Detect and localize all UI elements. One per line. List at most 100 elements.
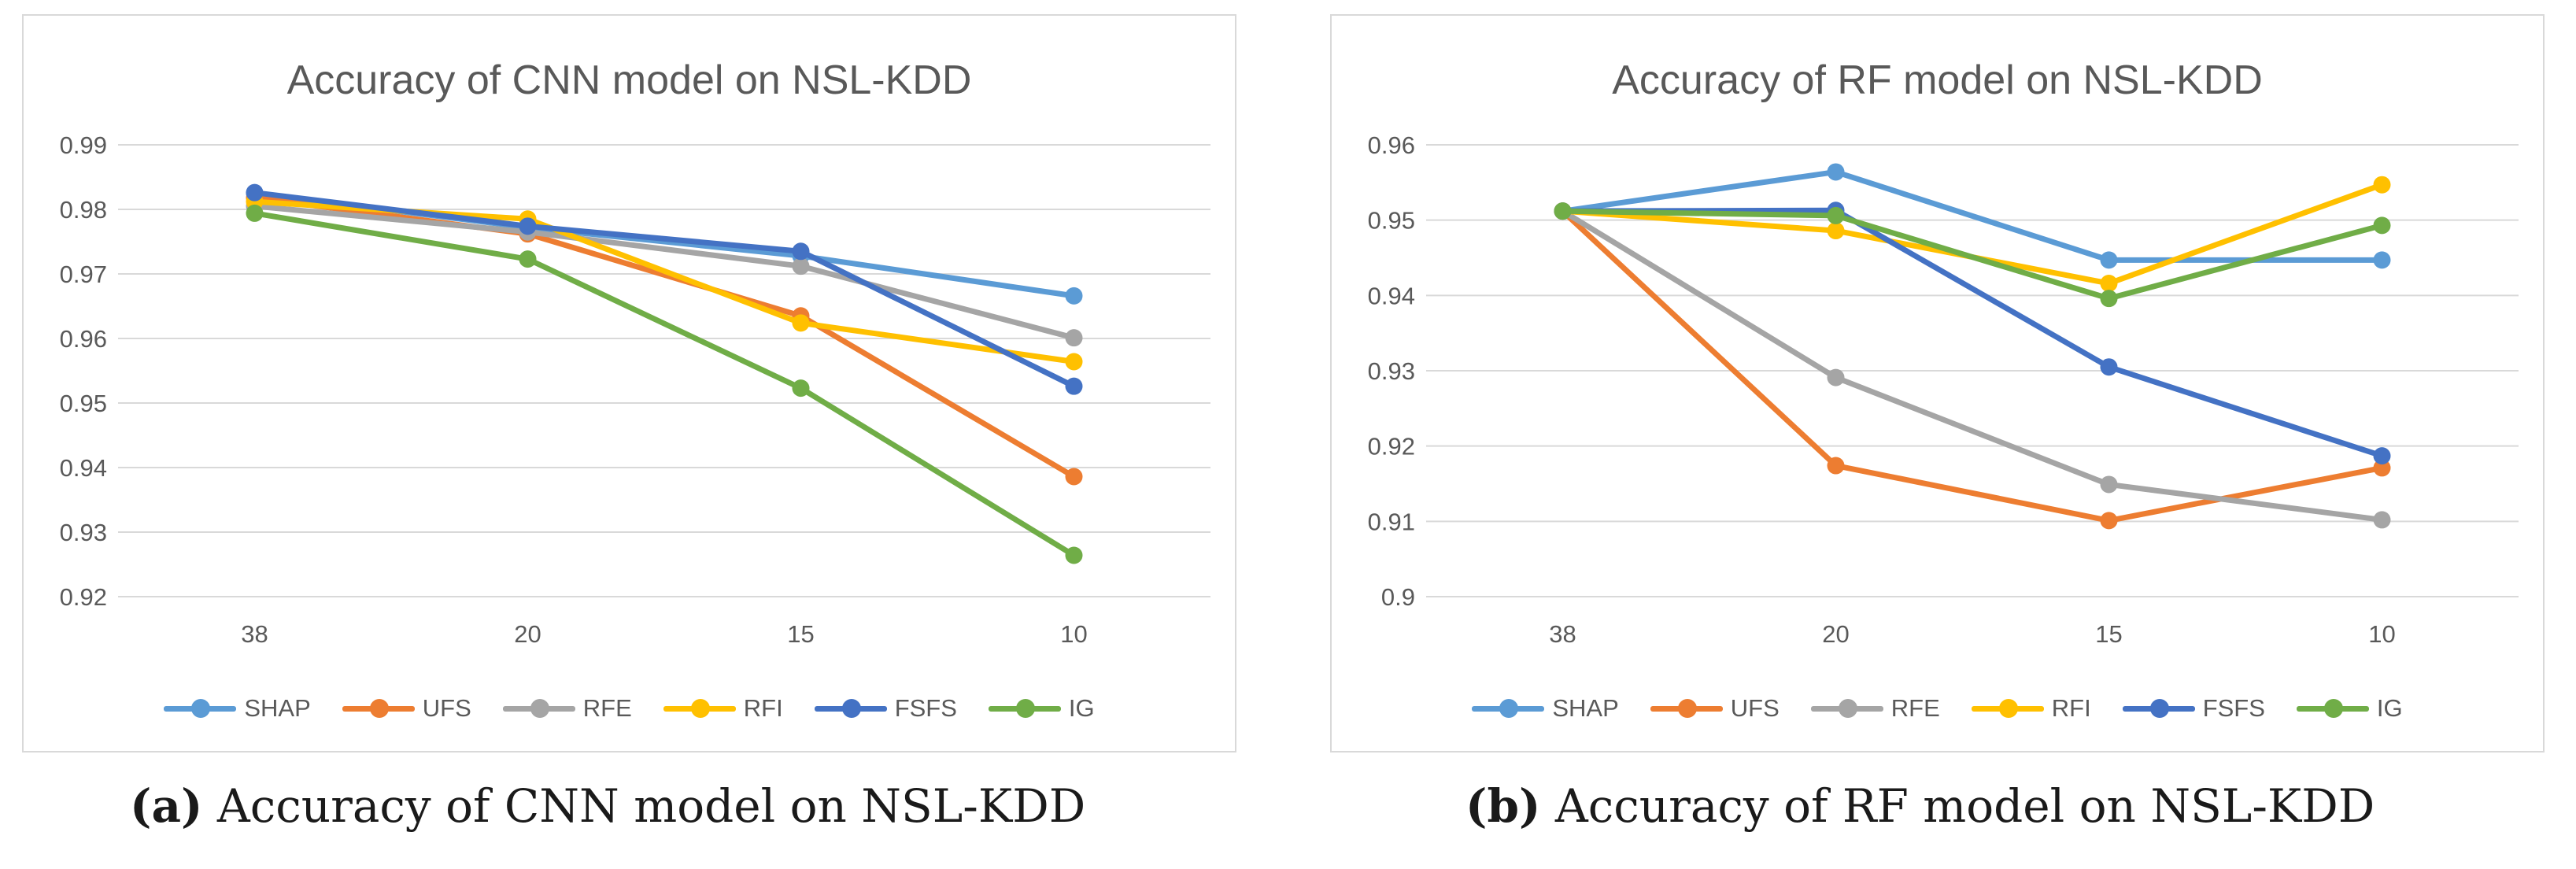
- legend-swatch: [1472, 699, 1545, 718]
- chart-legend: SHAP UFS RFE RFI FSFS IG: [24, 694, 1235, 723]
- legend-item-ufs: UFS: [342, 694, 471, 723]
- data-point-ig: [1827, 206, 1845, 224]
- series-line-ig: [252, 210, 1077, 559]
- legend-swatch: [342, 699, 415, 718]
- x-tick-label: 10: [2368, 620, 2395, 648]
- x-tick-label: 38: [1549, 620, 1576, 648]
- series-line-shap: [1560, 168, 2385, 263]
- legend-label: SHAP: [1552, 694, 1619, 722]
- legend-label: RFI: [2051, 694, 2091, 722]
- legend-label: FSFS: [2202, 694, 2265, 722]
- y-tick-label: 0.92: [60, 583, 107, 611]
- legend-item-fsfs: FSFS: [2122, 694, 2265, 723]
- data-point-shap: [2100, 251, 2118, 269]
- legend-label: UFS: [1730, 694, 1780, 722]
- data-point-shap: [1065, 287, 1083, 305]
- legend-swatch: [164, 699, 237, 718]
- data-point-rfi: [2100, 275, 2118, 293]
- legend-label: RFE: [1890, 694, 1940, 722]
- data-point-ig: [792, 379, 810, 398]
- legend-item-ig: IG: [988, 694, 1095, 723]
- x-tick-label: 15: [2095, 620, 2122, 648]
- chart-panel-cnn: Accuracy of CNN model on NSL-KDD 0.92 0.9…: [22, 14, 1236, 753]
- y-tick-label: 0.97: [60, 261, 107, 288]
- legend-item-rfe: RFE: [1810, 694, 1940, 723]
- data-point-ufs: [1065, 468, 1083, 486]
- legend-label: IG: [1068, 694, 1095, 722]
- data-point-rfi: [1827, 222, 1845, 240]
- data-point-rfi: [2373, 176, 2391, 194]
- data-point-ig: [1065, 546, 1083, 564]
- data-point-shap: [1827, 163, 1845, 181]
- legend-label: SHAP: [244, 694, 311, 722]
- legend-swatch: [1650, 699, 1723, 718]
- chart-panel-rf: Accuracy of RF model on NSL-KDD 0.9 0.91 0…: [1330, 14, 2545, 753]
- data-point-ig: [2100, 290, 2118, 308]
- legend-swatch: [2296, 699, 2369, 718]
- y-tick-label: 0.96: [1368, 131, 1415, 159]
- data-point-ig: [2373, 216, 2391, 235]
- legend-item-rfe: RFE: [502, 694, 632, 723]
- y-tick-label: 0.93: [1368, 357, 1415, 385]
- series-line-ufs: [1560, 208, 2385, 523]
- data-point-ig: [1554, 202, 1572, 220]
- data-point-ufs: [2100, 512, 2118, 530]
- data-point-fsfs: [1065, 377, 1083, 395]
- legend-item-ufs: UFS: [1650, 694, 1780, 723]
- y-tick-label: 0.95: [60, 390, 107, 417]
- y-tick-label: 0.93: [60, 519, 107, 546]
- data-point-rfe: [1065, 329, 1083, 347]
- caption-label: (b): [1465, 779, 1541, 833]
- caption-text: Accuracy of RF model on NSL-KDD: [1540, 779, 2375, 833]
- legend-label: RFI: [743, 694, 783, 722]
- data-point-fsfs: [2373, 447, 2391, 465]
- data-point-rfi: [1065, 353, 1083, 371]
- series-line-ig: [1560, 208, 2385, 301]
- y-tick-label: 0.92: [1368, 433, 1415, 460]
- chart-legend: SHAP UFS RFE RFI FSFS IG: [1332, 694, 2543, 723]
- x-tick-label: 20: [1822, 620, 1849, 648]
- caption-label: (a): [130, 779, 203, 833]
- data-point-ufs: [1827, 457, 1845, 475]
- y-tick-label: 0.91: [1368, 508, 1415, 535]
- data-point-fsfs: [2100, 358, 2118, 376]
- y-tick-label: 0.99: [60, 131, 107, 159]
- data-point-rfe: [2100, 475, 2118, 494]
- legend-label: UFS: [422, 694, 471, 722]
- chart-plot-area: 0.9 0.91 0.92 0.93 0.94 0.95 0.96 38 20 15 10: [1368, 131, 2519, 648]
- legend-swatch: [988, 699, 1061, 718]
- series-line-rfe: [252, 203, 1077, 341]
- series-line-fsfs: [1560, 207, 2385, 459]
- data-point-rfi: [792, 314, 810, 332]
- legend-swatch: [1971, 699, 2044, 718]
- legend-item-shap: SHAP: [164, 694, 311, 723]
- data-point-fsfs: [519, 217, 537, 235]
- legend-label: FSFS: [894, 694, 957, 722]
- data-point-ig: [519, 250, 537, 268]
- legend-swatch: [663, 699, 736, 718]
- legend-swatch: [502, 699, 575, 718]
- data-point-rfe: [792, 257, 810, 275]
- y-tick-label: 0.96: [60, 325, 107, 353]
- x-tick-label: 10: [1060, 620, 1087, 648]
- series-line-rfi: [1560, 182, 2385, 287]
- legend-swatch: [2122, 699, 2195, 718]
- caption-text: Accuracy of CNN model on NSL-KDD: [202, 779, 1086, 833]
- data-point-ufs: [2373, 459, 2391, 477]
- legend-item-rfi: RFI: [663, 694, 783, 723]
- chart-title: Accuracy of CNN model on NSL-KDD: [286, 57, 972, 103]
- y-tick-label: 0.95: [1368, 207, 1415, 235]
- figure-caption-a: (a) Accuracy of CNN model on NSL-KDD: [130, 779, 1085, 833]
- data-point-fsfs: [792, 242, 810, 261]
- legend-swatch: [1810, 699, 1883, 718]
- legend-swatch: [814, 699, 887, 718]
- y-tick-label: 0.94: [1368, 282, 1415, 309]
- series-line-rfe: [1560, 208, 2385, 523]
- legend-label: IG: [2376, 694, 2403, 722]
- x-tick-label: 38: [241, 620, 268, 648]
- legend-item-shap: SHAP: [1472, 694, 1619, 723]
- data-point-ig: [246, 204, 264, 222]
- data-point-rfe: [2373, 511, 2391, 529]
- data-point-shap: [2373, 251, 2391, 269]
- y-tick-label: 0.94: [60, 454, 107, 482]
